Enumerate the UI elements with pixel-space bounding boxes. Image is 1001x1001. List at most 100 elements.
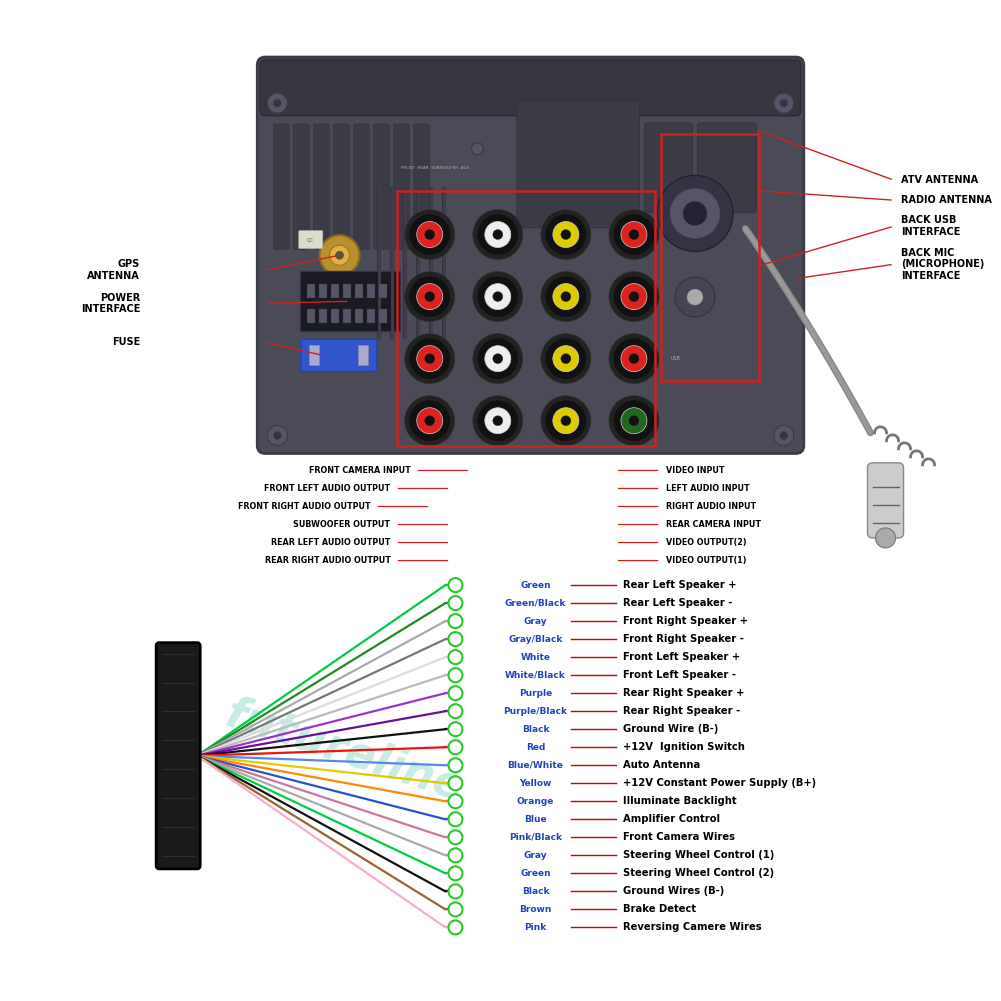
Circle shape <box>774 93 794 113</box>
Circle shape <box>424 229 434 239</box>
Circle shape <box>404 209 454 259</box>
Circle shape <box>477 214 518 254</box>
Circle shape <box>561 291 571 301</box>
Circle shape <box>492 229 503 239</box>
Text: Yellow: Yellow <box>520 779 552 788</box>
Circle shape <box>448 885 462 899</box>
Circle shape <box>424 353 434 363</box>
FancyBboxPatch shape <box>698 123 757 212</box>
Text: Front Right Speaker -: Front Right Speaker - <box>623 635 744 644</box>
Circle shape <box>484 221 511 247</box>
Circle shape <box>629 353 639 363</box>
FancyBboxPatch shape <box>333 124 349 249</box>
Circle shape <box>472 271 523 321</box>
Text: FRONT CAMERA INPUT: FRONT CAMERA INPUT <box>308 466 410 474</box>
Circle shape <box>448 849 462 863</box>
Circle shape <box>448 813 462 827</box>
Circle shape <box>404 333 454 383</box>
Circle shape <box>774 425 794 445</box>
Text: Pink/Black: Pink/Black <box>510 833 562 842</box>
Text: Front Right Speaker +: Front Right Speaker + <box>623 617 748 626</box>
Text: SUBWOOFER OUTPUT: SUBWOOFER OUTPUT <box>293 521 390 529</box>
Bar <box>378 309 386 323</box>
Text: +12V  Ignition Switch: +12V Ignition Switch <box>623 743 745 752</box>
Circle shape <box>471 143 483 155</box>
Circle shape <box>472 209 523 259</box>
Circle shape <box>329 245 349 265</box>
Text: ATV ANTENNA: ATV ANTENNA <box>901 175 978 185</box>
Text: Ground Wires (B-): Ground Wires (B-) <box>623 887 724 896</box>
Circle shape <box>416 407 442 433</box>
Bar <box>308 345 318 365</box>
Bar <box>366 284 374 298</box>
Circle shape <box>273 431 281 439</box>
Circle shape <box>546 214 586 254</box>
Text: FRONT LEFT AUDIO OUTPUT: FRONT LEFT AUDIO OUTPUT <box>264 484 390 492</box>
Circle shape <box>484 345 511 371</box>
Circle shape <box>448 705 462 719</box>
Circle shape <box>675 277 715 317</box>
Circle shape <box>687 289 703 305</box>
Circle shape <box>683 201 707 225</box>
Bar <box>318 284 326 298</box>
Circle shape <box>876 528 896 548</box>
Circle shape <box>484 407 511 433</box>
Circle shape <box>416 221 442 247</box>
Text: Front Left Speaker +: Front Left Speaker + <box>623 653 740 662</box>
Text: Orange: Orange <box>517 797 555 806</box>
Text: Reversing Camere Wires: Reversing Camere Wires <box>623 923 761 932</box>
Circle shape <box>409 276 449 316</box>
FancyBboxPatch shape <box>298 230 322 248</box>
Text: Black: Black <box>522 887 550 896</box>
Circle shape <box>448 669 462 683</box>
Circle shape <box>614 276 654 316</box>
Circle shape <box>492 353 503 363</box>
Circle shape <box>561 415 571 425</box>
Circle shape <box>657 175 733 251</box>
Text: QC: QC <box>307 237 314 242</box>
Text: White: White <box>521 653 551 662</box>
Circle shape <box>448 723 462 737</box>
Text: POWER
INTERFACE: POWER INTERFACE <box>81 292 140 314</box>
Text: FRONT RIGHT AUDIO OUTPUT: FRONT RIGHT AUDIO OUTPUT <box>238 503 370 511</box>
Circle shape <box>404 395 454 445</box>
Circle shape <box>472 333 523 383</box>
Circle shape <box>424 291 434 301</box>
Circle shape <box>629 229 639 239</box>
Text: GPS
ANTENNA: GPS ANTENNA <box>87 259 140 281</box>
FancyBboxPatch shape <box>413 124 429 249</box>
Text: Gray: Gray <box>524 851 548 860</box>
Circle shape <box>448 903 462 917</box>
Text: BACK MIC
(MICROPHONE)
INTERFACE: BACK MIC (MICROPHONE) INTERFACE <box>901 247 984 281</box>
Text: VIDEO OUTPUT(1): VIDEO OUTPUT(1) <box>666 557 746 565</box>
FancyBboxPatch shape <box>373 124 389 249</box>
Circle shape <box>409 214 449 254</box>
FancyBboxPatch shape <box>517 100 640 228</box>
Text: Blue/White: Blue/White <box>508 761 564 770</box>
Circle shape <box>541 209 591 259</box>
Circle shape <box>541 395 591 445</box>
Circle shape <box>404 271 454 321</box>
Text: futureline: futureline <box>220 692 470 810</box>
Text: FRONT  REAR  SUBWOOFER  AUX: FRONT REAR SUBWOOFER AUX <box>400 166 469 170</box>
Circle shape <box>541 271 591 321</box>
Text: Green/Black: Green/Black <box>505 599 567 608</box>
Text: Rear Left Speaker -: Rear Left Speaker - <box>623 599 732 608</box>
Circle shape <box>448 795 462 809</box>
Text: VIDEO OUTPUT(2): VIDEO OUTPUT(2) <box>666 539 747 547</box>
Circle shape <box>492 291 503 301</box>
Circle shape <box>404 294 418 308</box>
Text: Rear Right Speaker -: Rear Right Speaker - <box>623 707 740 716</box>
Circle shape <box>541 333 591 383</box>
Text: Steering Wheel Control (1): Steering Wheel Control (1) <box>623 851 774 860</box>
Bar <box>378 284 386 298</box>
Circle shape <box>780 99 788 107</box>
Text: Purple: Purple <box>519 689 553 698</box>
Text: Rear Right Speaker +: Rear Right Speaker + <box>623 689 744 698</box>
Circle shape <box>614 338 654 378</box>
Circle shape <box>448 831 462 845</box>
Bar <box>354 284 362 298</box>
Text: Amplifier Control: Amplifier Control <box>623 815 720 824</box>
Circle shape <box>448 741 462 755</box>
Bar <box>306 284 314 298</box>
